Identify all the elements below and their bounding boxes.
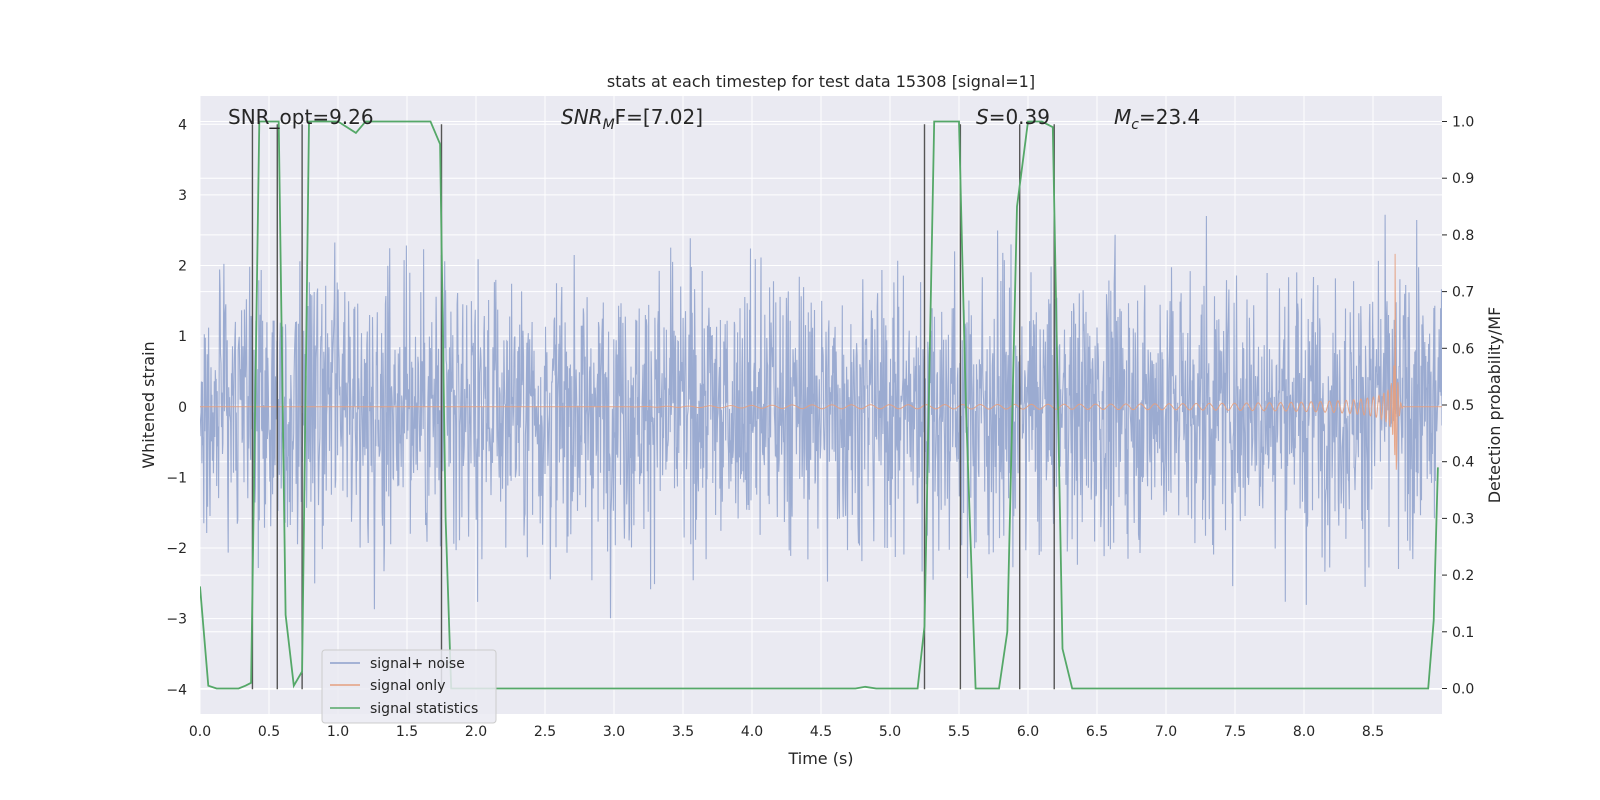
y-right-axis-title: Detection probability/MF	[1485, 307, 1504, 504]
x-tick-label: 4.0	[741, 724, 763, 740]
statistics-series	[200, 120, 1439, 690]
y-right-tick-label: 0.2	[1452, 568, 1474, 584]
statistics-line	[200, 120, 1439, 690]
x-tick-label: 0.0	[189, 724, 211, 740]
y-right-tick-label: 0.5	[1452, 398, 1474, 414]
y-right-tick-label: 0.7	[1452, 285, 1474, 301]
x-tick-label: 0.5	[258, 724, 280, 740]
x-tick-label: 7.5	[1224, 724, 1246, 740]
legend: signal+ noise signal only signal statist…	[321, 649, 497, 724]
y-left-tick-label: 4	[178, 117, 187, 133]
x-tick-labels: 0.0 0.5 1.0 1.5 2.0 2.5 3.0 3.5 4.0 4.5 5.0 5.5 6.0 6…	[189, 724, 1384, 740]
legend-label-signal: signal only	[370, 678, 445, 694]
x-tick-label: 6.0	[1017, 724, 1039, 740]
snr-mf-rest: F=[7.02]	[615, 105, 703, 129]
y-right-tick-label: 0.9	[1452, 171, 1474, 187]
x-tick-label: 2.0	[465, 724, 487, 740]
x-tick-label: 3.0	[603, 724, 625, 740]
x-tick-label: 1.5	[396, 724, 418, 740]
noise-series	[200, 214, 1442, 619]
x-tick-label: 7.0	[1155, 724, 1177, 740]
y-left-tick-label: −2	[166, 541, 187, 557]
legend-box	[321, 649, 497, 724]
s-rest: =0.39	[989, 105, 1050, 129]
x-tick-label: 5.5	[948, 724, 970, 740]
annotation-snr-opt: SNR_opt=9.26	[228, 105, 374, 129]
snr-mf-main: SNR	[561, 105, 603, 129]
mc-sub: c	[1131, 117, 1139, 133]
y-left-axis-title: Whitened strain	[139, 341, 158, 468]
y-left-tick-label: 1	[178, 329, 187, 345]
y-right-tick-label: 0.1	[1452, 625, 1474, 641]
x-tick-label: 3.5	[672, 724, 694, 740]
chart-title: stats at each timestep for test data 153…	[607, 72, 1035, 91]
y-right-tick-label: 0.6	[1452, 341, 1474, 357]
x-tick-label: 1.0	[327, 724, 349, 740]
y-left-tick-label: 0	[178, 400, 187, 416]
y-right-tick-label: 0.0	[1452, 681, 1474, 697]
legend-label-statistics: signal statistics	[370, 701, 478, 717]
s-main: S	[976, 105, 989, 129]
noise-line	[200, 214, 1442, 619]
x-tick-label: 4.5	[810, 724, 832, 740]
x-tick-label: 6.5	[1086, 724, 1108, 740]
x-tick-label: 8.0	[1293, 724, 1315, 740]
mc-rest: =23.4	[1139, 105, 1200, 129]
y-left-tick-label: −3	[166, 612, 187, 628]
y-right-tick-label: 1.0	[1452, 115, 1474, 131]
y-right-tick-label: 0.8	[1452, 228, 1474, 244]
y-right-tick-label: 0.3	[1452, 511, 1474, 527]
y-left-tick-label: 2	[178, 259, 187, 275]
mc-main: M	[1114, 105, 1131, 129]
y-right-tick-label: 0.4	[1452, 455, 1474, 471]
annotation-snr-mf: SNRMF=[7.02]	[561, 105, 703, 133]
x-tick-label: 2.5	[534, 724, 556, 740]
y-left-tick-labels: −4 −3 −2 −1 0 1 2 3 4	[166, 117, 187, 698]
annotation-s: S=0.39	[976, 105, 1050, 129]
chirp-line	[200, 253, 1442, 470]
snr-mf-sub: M	[603, 117, 615, 133]
vertical-markers	[251, 124, 1055, 690]
x-tick-label: 8.5	[1362, 724, 1384, 740]
annotation-mc: Mc=23.4	[1114, 105, 1200, 133]
legend-label-noise: signal+ noise	[370, 656, 465, 672]
y-right-tick-labels: 0.0 0.1 0.2 0.3 0.4 0.5 0.6 0.7 0.8 0.9 1.0	[1442, 115, 1474, 697]
x-tick-label: 5.0	[879, 724, 901, 740]
x-axis-title: Time (s)	[787, 749, 853, 768]
chirp-series	[200, 253, 1442, 470]
y-left-tick-label: −1	[166, 470, 187, 486]
y-left-tick-label: 3	[178, 188, 187, 204]
y-left-tick-label: −4	[166, 682, 187, 698]
